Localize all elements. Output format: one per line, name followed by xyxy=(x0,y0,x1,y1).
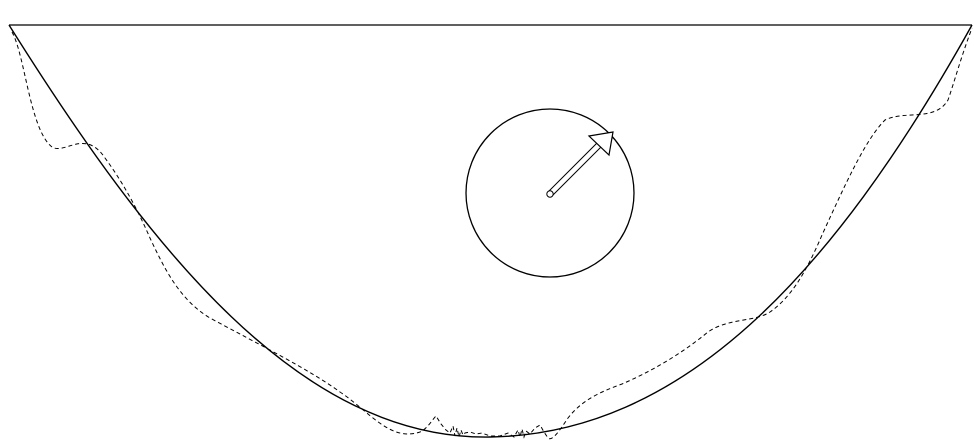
perturbed-curve xyxy=(11,27,973,440)
wheel-circle xyxy=(465,108,635,278)
direction-arrow xyxy=(547,131,614,197)
hub-circle xyxy=(546,190,554,198)
bowl-curve xyxy=(8,24,973,438)
